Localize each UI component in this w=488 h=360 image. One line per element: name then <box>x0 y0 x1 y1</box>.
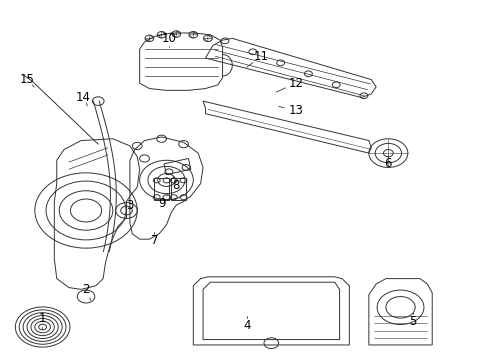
Text: 3: 3 <box>126 199 133 212</box>
Text: 9: 9 <box>158 197 165 210</box>
Text: 11: 11 <box>254 50 268 63</box>
Text: 14: 14 <box>76 91 91 104</box>
Text: 8: 8 <box>172 179 180 192</box>
Text: 6: 6 <box>384 157 391 170</box>
Text: 2: 2 <box>82 283 90 296</box>
Text: 13: 13 <box>287 104 303 117</box>
Text: 5: 5 <box>408 315 416 328</box>
Text: 15: 15 <box>20 73 35 86</box>
Text: 7: 7 <box>150 234 158 247</box>
Text: 12: 12 <box>287 77 303 90</box>
Text: 1: 1 <box>39 311 46 325</box>
Text: 4: 4 <box>243 319 250 332</box>
Text: 10: 10 <box>161 32 176 45</box>
